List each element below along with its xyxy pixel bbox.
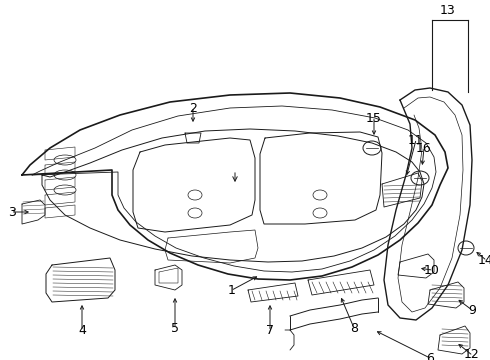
Text: 2: 2 — [189, 102, 197, 114]
Text: 13: 13 — [440, 4, 456, 17]
Text: 10: 10 — [424, 264, 440, 276]
Text: 7: 7 — [266, 324, 274, 337]
Text: 14: 14 — [478, 253, 490, 266]
Text: 15: 15 — [366, 112, 382, 125]
Text: 12: 12 — [464, 348, 480, 360]
Text: 1: 1 — [228, 284, 236, 297]
Text: 3: 3 — [8, 206, 16, 219]
Text: 6: 6 — [426, 351, 434, 360]
Text: 5: 5 — [171, 321, 179, 334]
Text: 16: 16 — [416, 141, 432, 154]
Text: 4: 4 — [78, 324, 86, 337]
Text: 9: 9 — [468, 303, 476, 316]
Text: 8: 8 — [350, 321, 358, 334]
Text: 11: 11 — [408, 134, 424, 147]
